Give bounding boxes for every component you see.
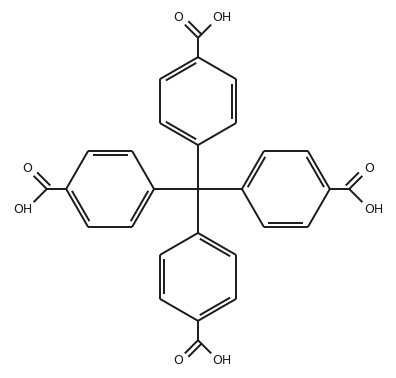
Text: O: O xyxy=(364,162,374,175)
Text: OH: OH xyxy=(212,355,232,367)
Text: O: O xyxy=(173,11,183,23)
Text: OH: OH xyxy=(364,203,383,216)
Text: O: O xyxy=(22,162,32,175)
Text: OH: OH xyxy=(212,11,232,23)
Text: O: O xyxy=(173,355,183,367)
Text: OH: OH xyxy=(13,203,32,216)
